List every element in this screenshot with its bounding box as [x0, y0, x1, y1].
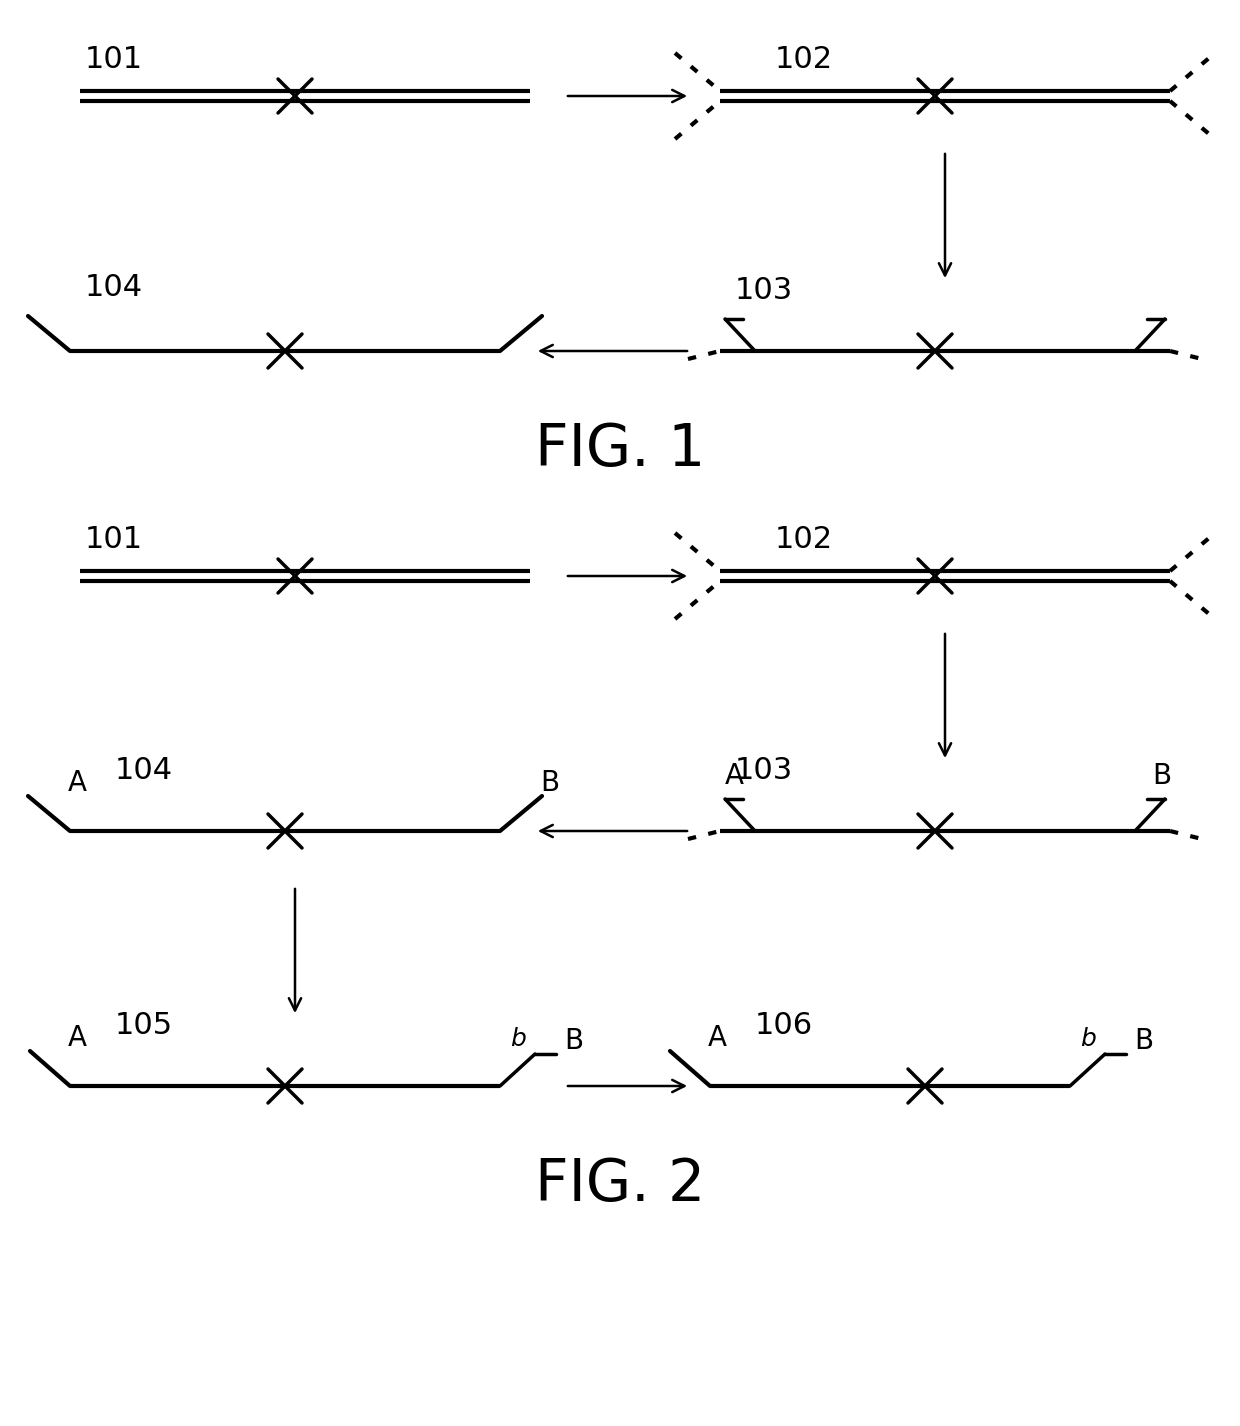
Text: 102: 102: [775, 46, 833, 74]
Text: B: B: [564, 1027, 583, 1055]
Text: 101: 101: [86, 46, 143, 74]
Text: b: b: [1080, 1027, 1096, 1051]
Text: 102: 102: [775, 525, 833, 553]
Text: B: B: [1152, 761, 1171, 790]
Text: B: B: [539, 769, 559, 797]
Text: 103: 103: [735, 277, 794, 305]
Text: A: A: [725, 761, 744, 790]
Text: A: A: [68, 769, 87, 797]
Text: 104: 104: [86, 272, 143, 302]
Text: FIG. 1: FIG. 1: [534, 421, 706, 478]
Text: 101: 101: [86, 525, 143, 553]
Text: 103: 103: [735, 756, 794, 784]
Text: FIG. 2: FIG. 2: [534, 1156, 706, 1214]
Text: b: b: [511, 1027, 526, 1051]
Text: A: A: [68, 1024, 87, 1052]
Text: 104: 104: [115, 756, 174, 784]
Text: A: A: [708, 1024, 727, 1052]
Text: 106: 106: [755, 1011, 813, 1040]
Text: B: B: [1135, 1027, 1153, 1055]
Text: 105: 105: [115, 1011, 174, 1040]
